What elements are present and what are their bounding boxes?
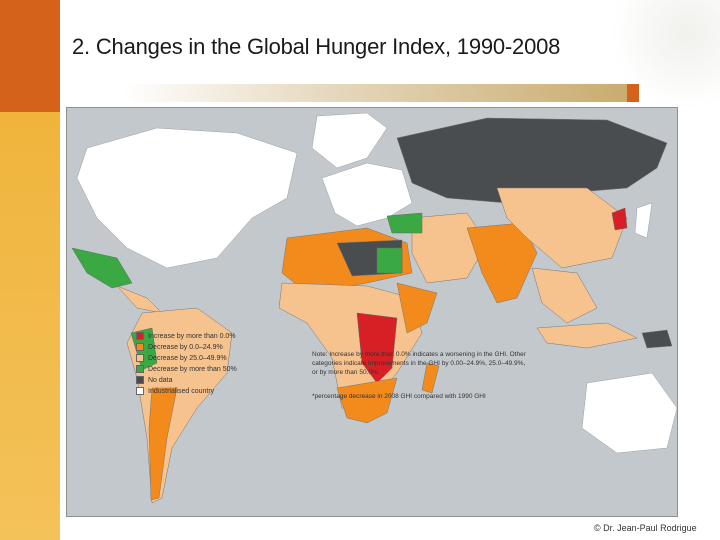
- madagascar: [421, 362, 440, 394]
- accent-bar-bottom: [0, 112, 60, 540]
- southeast-asia: [531, 267, 598, 324]
- turkey-region: [386, 212, 423, 234]
- map-footnote: *percentage decrease in 2008 GHI compare…: [312, 393, 486, 400]
- slide-title: 2. Changes in the Global Hunger Index, 1…: [72, 34, 561, 59]
- title-underline: [122, 84, 627, 102]
- europe: [321, 162, 413, 227]
- japan: [634, 202, 653, 239]
- mexico: [71, 247, 133, 289]
- legend-item-increase: Increase by more than 0.0%: [136, 332, 236, 342]
- central-america: [116, 285, 163, 314]
- map-note: Note: Increase by more than 0.0% indicat…: [312, 351, 526, 376]
- china: [496, 187, 628, 269]
- southern-africa: [336, 377, 398, 424]
- legend-swatch: [136, 387, 144, 395]
- accent-bar-top: [0, 0, 60, 112]
- legend-item-decrease-low: Decrease by 0.0–24.9%: [136, 343, 223, 353]
- greenland: [311, 112, 388, 169]
- australia: [581, 372, 677, 454]
- east-africa: [396, 282, 438, 334]
- legend-swatch: [136, 354, 144, 362]
- world-hunger-map: [66, 107, 678, 517]
- north-america: [76, 127, 298, 269]
- north-korea: [611, 207, 628, 231]
- legend-swatch: [136, 365, 144, 373]
- southern-cone: [148, 387, 178, 501]
- legend-swatch: [136, 332, 144, 340]
- papua: [641, 329, 673, 349]
- legend-swatch: [136, 376, 144, 384]
- map-canvas: [71, 112, 677, 504]
- legend-swatch: [136, 343, 144, 351]
- legend-item-industrialised: Industrialised country: [136, 387, 214, 397]
- egypt: [376, 247, 403, 274]
- legend-item-no-data: No data: [136, 376, 173, 386]
- credit-text: © Dr. Jean-Paul Rodrigue: [594, 523, 697, 533]
- legend-item-decrease-high: Decrease by more than 50%: [136, 365, 237, 375]
- indonesia: [536, 322, 638, 349]
- legend-item-decrease-mid: Decrease by 25.0–49.9%: [136, 354, 227, 364]
- drc: [356, 312, 398, 384]
- russia-region: [396, 117, 668, 204]
- title-underline-end: [627, 84, 639, 102]
